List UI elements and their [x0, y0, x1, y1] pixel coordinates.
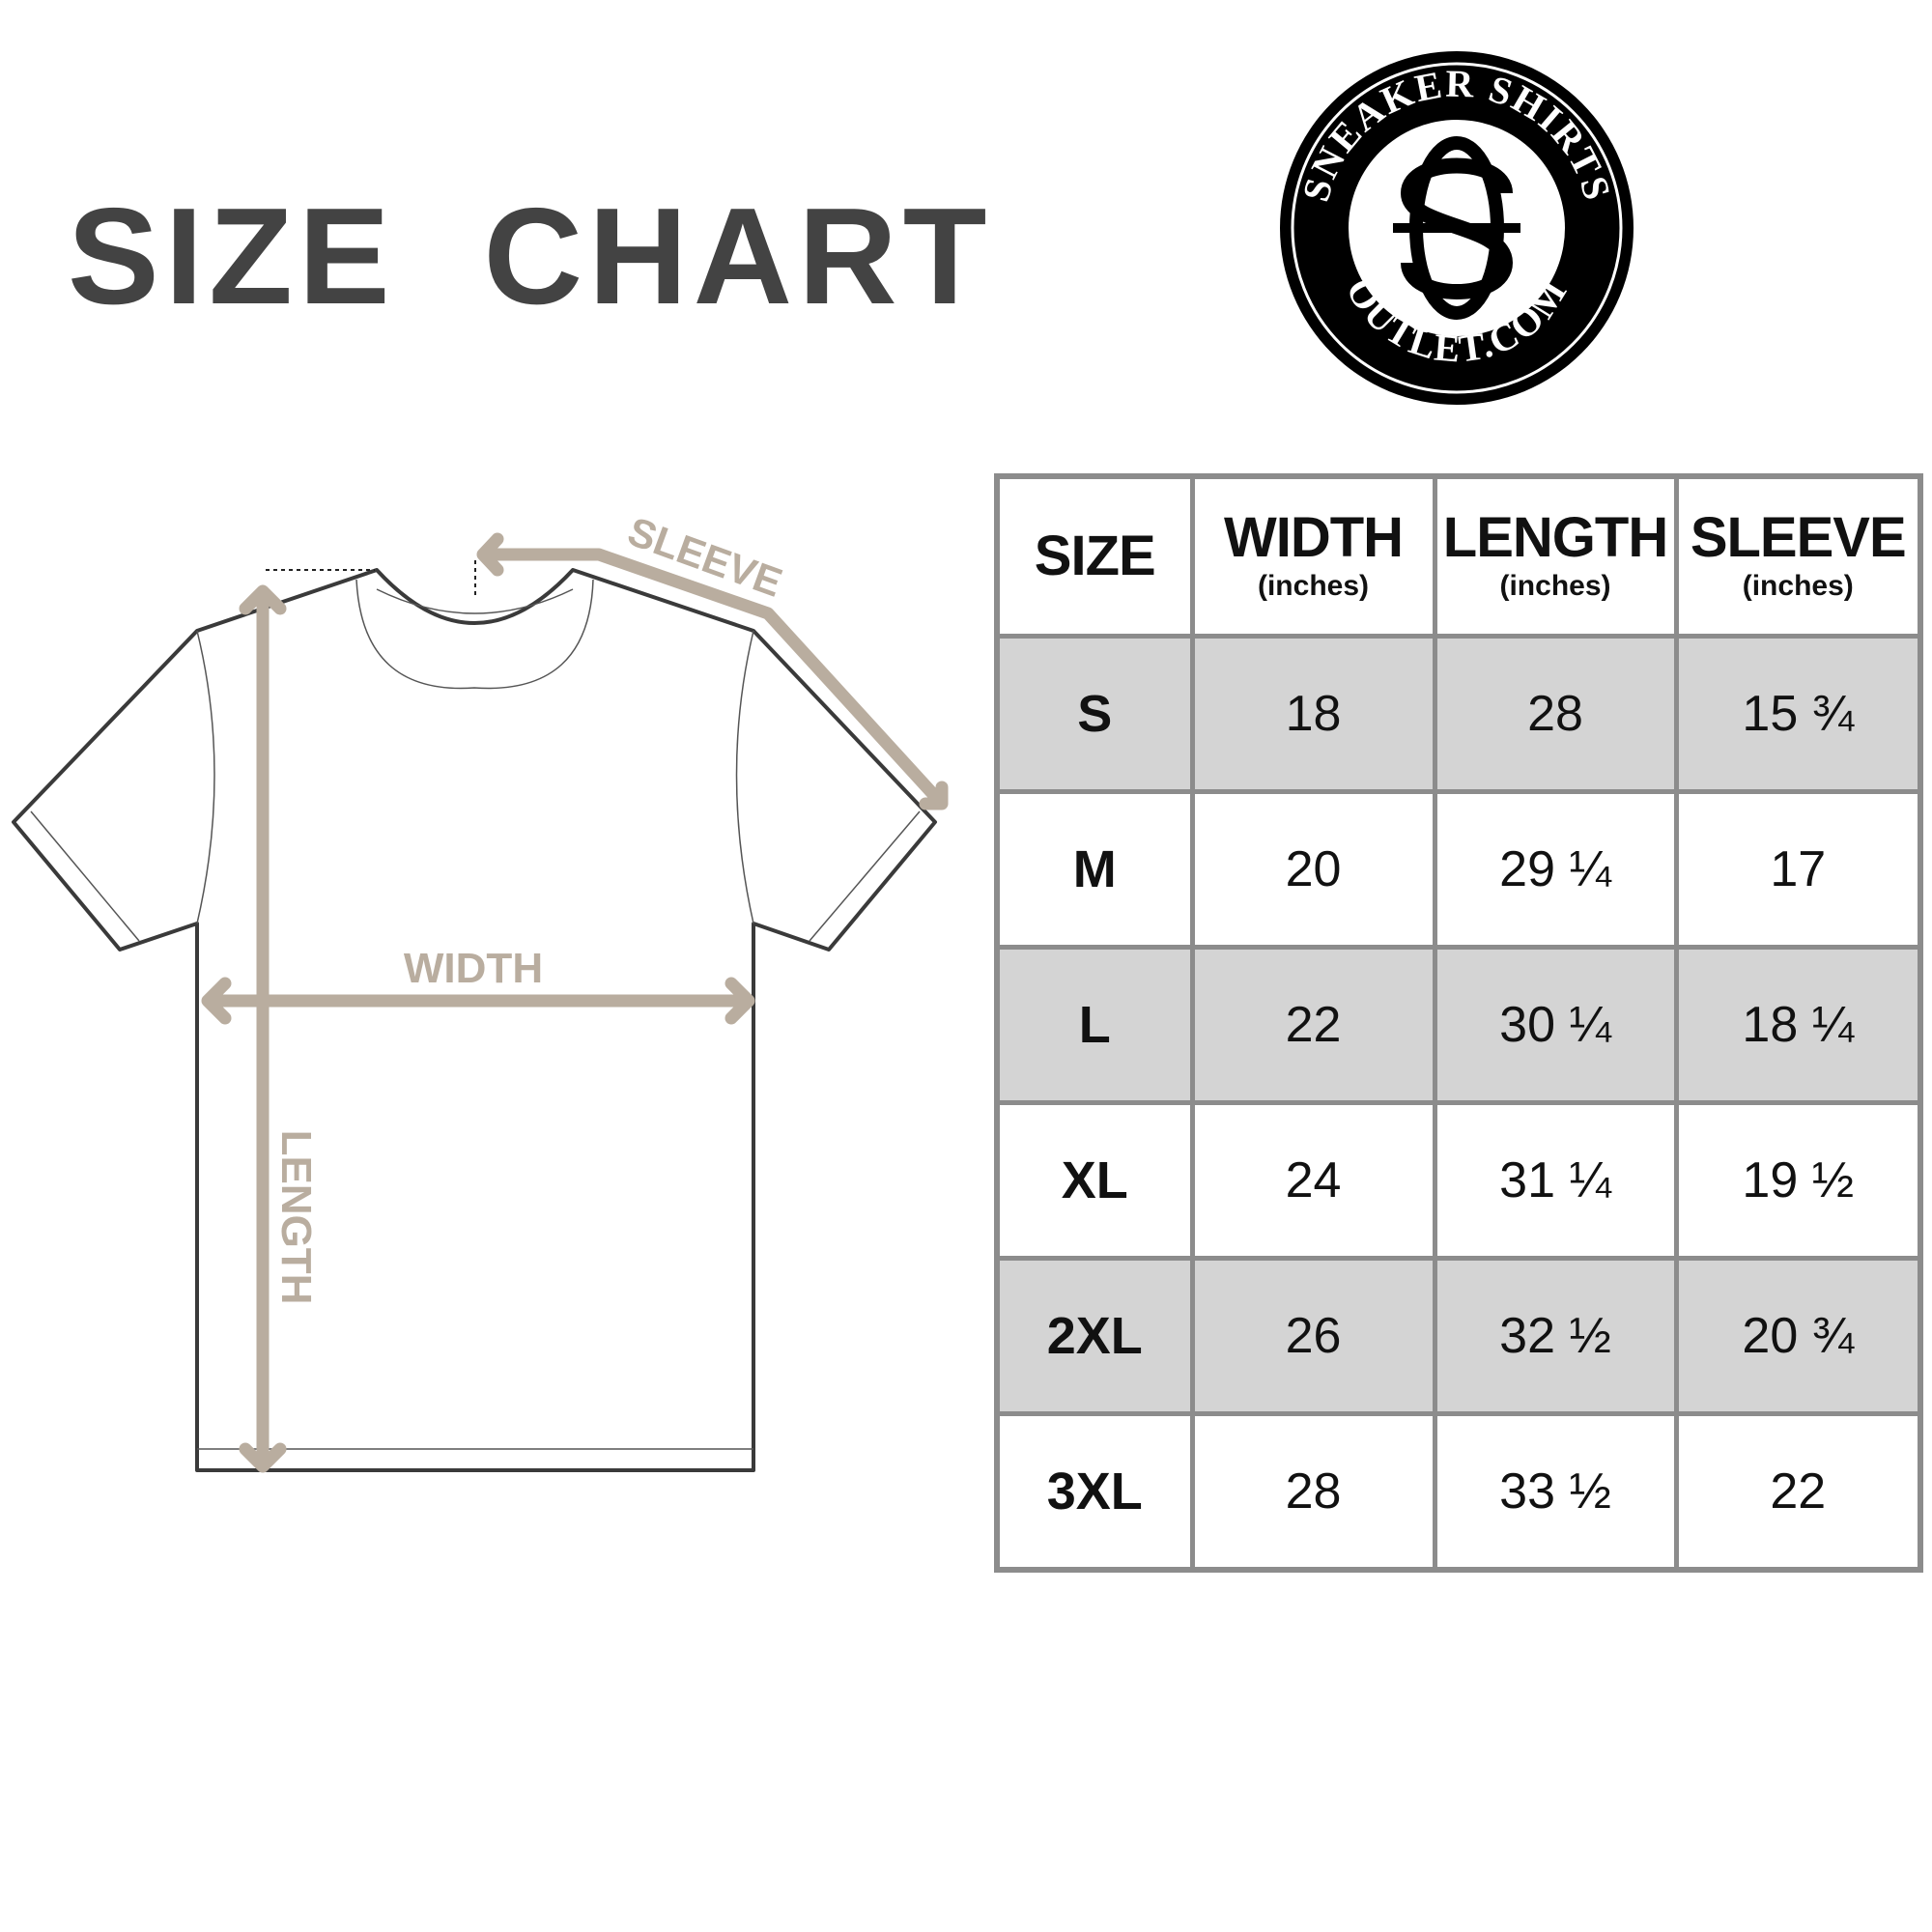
- length-arrow: [239, 584, 287, 1473]
- width-arrow: [201, 977, 755, 1025]
- width-label: WIDTH: [404, 945, 543, 992]
- width-cell: 28: [1189, 1411, 1437, 1573]
- size-cell: M: [994, 789, 1195, 950]
- table-row: 3XL 28 33 ½ 22: [994, 1411, 1923, 1573]
- sleeve-arrow: [476, 532, 949, 810]
- measurement-arrows: [201, 532, 949, 1473]
- sleeve-cell: 17: [1673, 789, 1923, 950]
- length-cell: 29 ¼: [1432, 789, 1679, 950]
- length-cell: 32 ½: [1432, 1256, 1679, 1416]
- size-table: SIZE WIDTH (inches) LENGTH (inches) SLEEVE…: [994, 473, 1923, 1573]
- table-header-row: SIZE WIDTH (inches) LENGTH (inches) SLEEVE…: [994, 473, 1923, 639]
- length-cell: 28: [1432, 634, 1679, 794]
- tshirt-outline: [12, 568, 937, 1472]
- length-label: LENGTH: [272, 1130, 320, 1305]
- length-cell: 33 ½: [1432, 1411, 1679, 1573]
- header-size: SIZE: [994, 473, 1195, 639]
- header-width: WIDTH (inches): [1189, 473, 1437, 639]
- page-title: SIZE CHART: [68, 180, 993, 333]
- sleeve-cell: 22: [1673, 1411, 1923, 1573]
- header-label: SLEEVE: [1690, 506, 1907, 569]
- width-cell: 26: [1189, 1256, 1437, 1416]
- table-row: M 20 29 ¼ 17: [994, 789, 1923, 950]
- length-cell: 31 ¼: [1432, 1100, 1679, 1261]
- width-cell: 22: [1189, 945, 1437, 1105]
- size-cell: S: [994, 634, 1195, 794]
- size-cell: 3XL: [994, 1411, 1195, 1573]
- tshirt-diagram: WIDTH LENGTH SLEEVE: [12, 508, 949, 1473]
- width-cell: 18: [1189, 634, 1437, 794]
- sleeve-cell: 20 ¾: [1673, 1256, 1923, 1416]
- monogram-icon: [1393, 136, 1520, 320]
- size-cell: XL: [994, 1100, 1195, 1261]
- header-unit: (inches): [1742, 570, 1854, 602]
- sleeve-cell: 19 ½: [1673, 1100, 1923, 1261]
- size-cell: 2XL: [994, 1256, 1195, 1416]
- sleeve-cell: 18 ¼: [1673, 945, 1923, 1105]
- header-length: LENGTH (inches): [1432, 473, 1679, 639]
- header-sleeve: SLEEVE (inches): [1673, 473, 1923, 639]
- header-label: WIDTH: [1223, 506, 1404, 569]
- width-cell: 24: [1189, 1100, 1437, 1261]
- header-label: SIZE: [1034, 525, 1156, 587]
- length-cell: 30 ¼: [1432, 945, 1679, 1105]
- width-cell: 20: [1189, 789, 1437, 950]
- table-row: 2XL 26 32 ½ 20 ¾: [994, 1256, 1923, 1416]
- table-row: S 18 28 15 ¾: [994, 634, 1923, 794]
- header-unit: (inches): [1499, 570, 1611, 602]
- header-unit: (inches): [1257, 570, 1370, 602]
- header-label: LENGTH: [1442, 506, 1668, 569]
- table-row: L 22 30 ¼ 18 ¼: [994, 945, 1923, 1105]
- table-row: XL 24 31 ¼ 19 ½: [994, 1100, 1923, 1261]
- sneaker-shirts-outlet-logo: SNEAKER SHIRTS OUTLET.COM: [1280, 51, 1634, 405]
- sleeve-cell: 15 ¾: [1673, 634, 1923, 794]
- size-cell: L: [994, 945, 1195, 1105]
